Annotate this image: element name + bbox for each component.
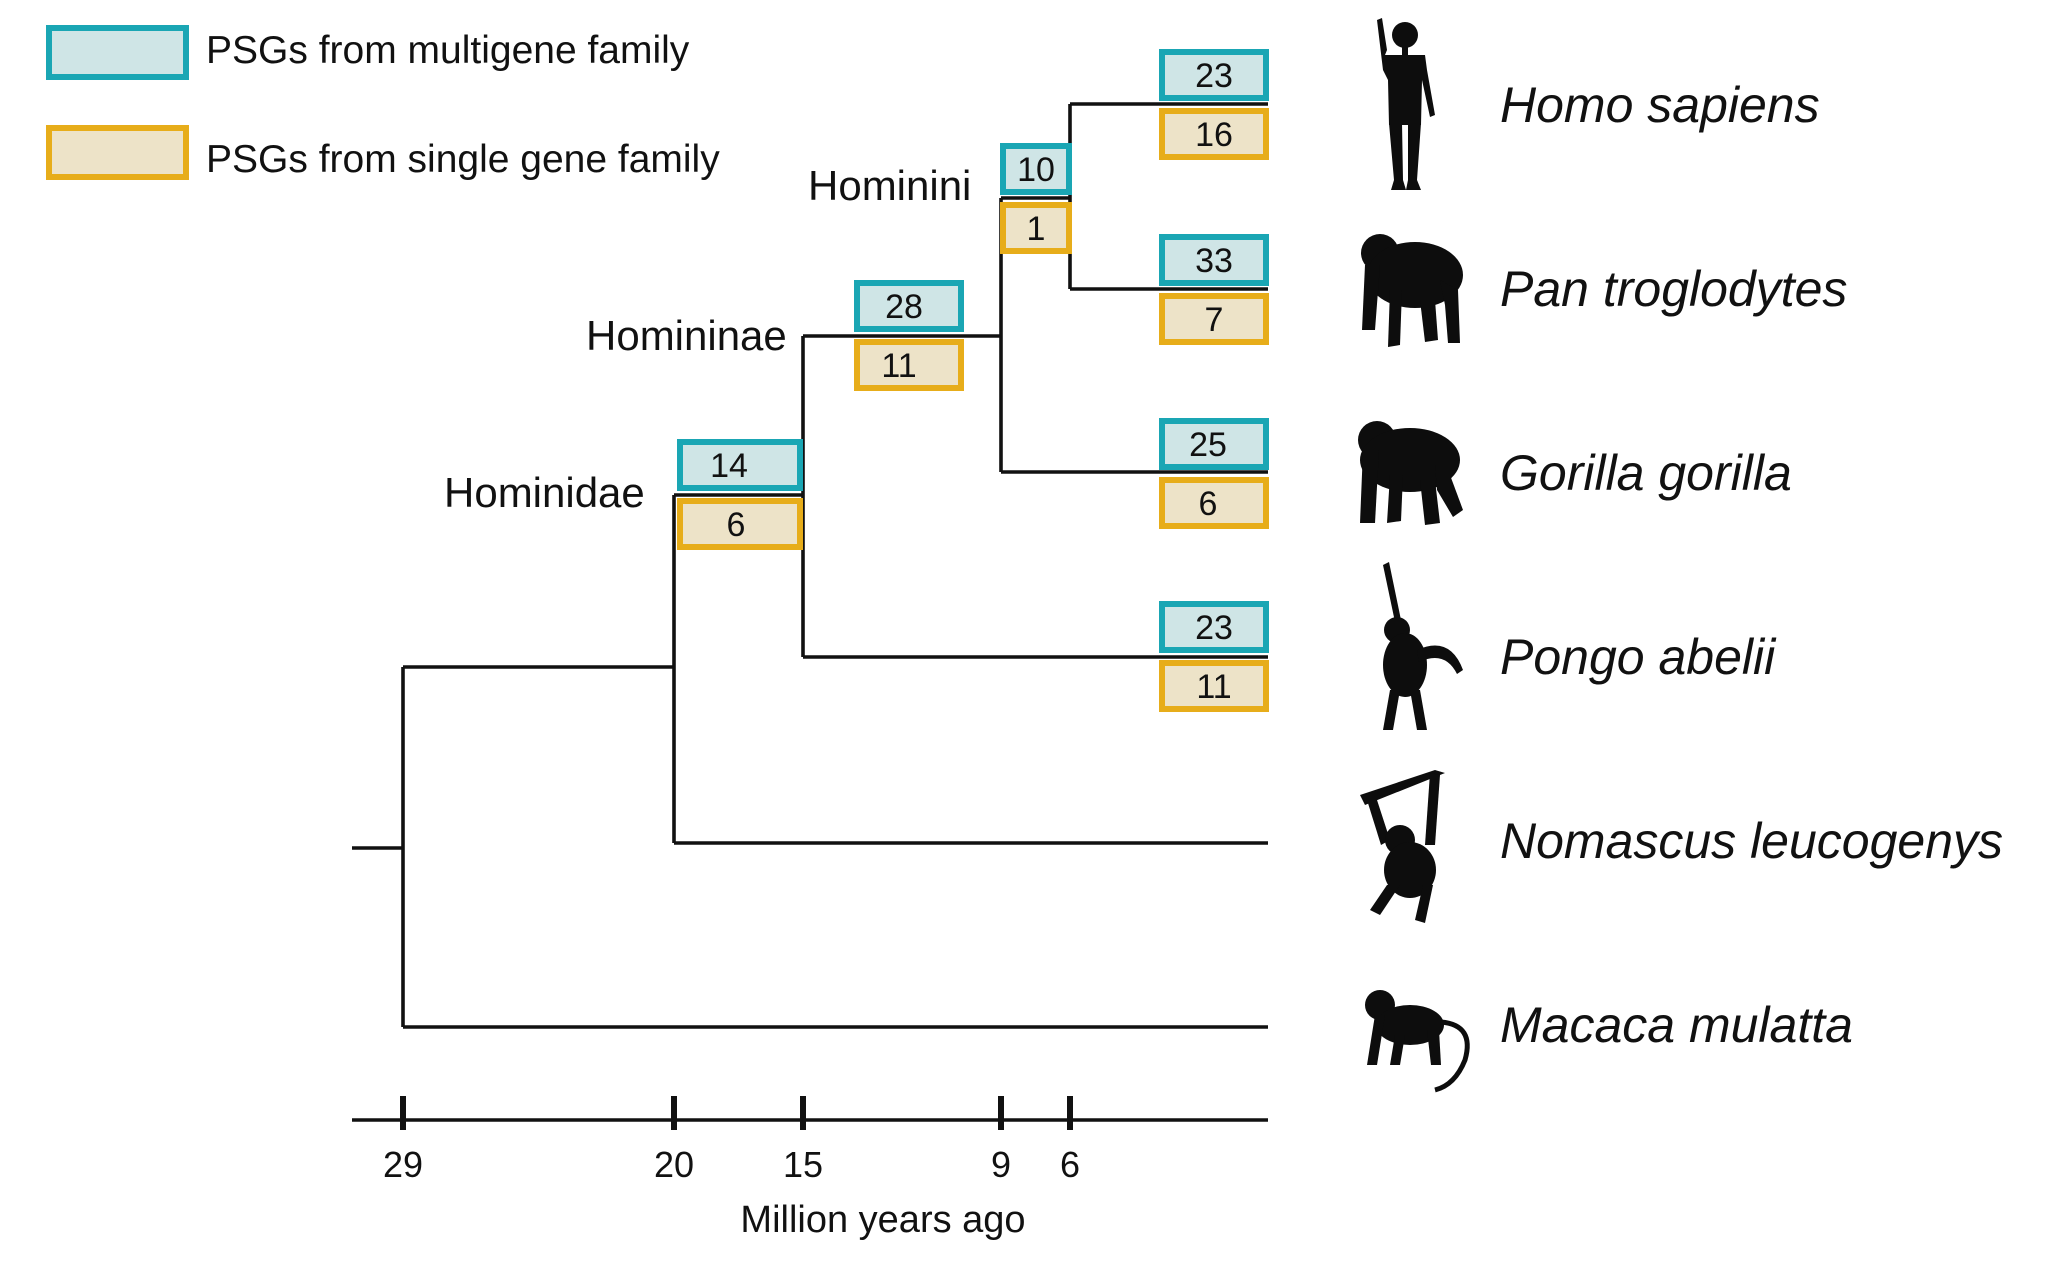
species-label-homo: Homo sapiens bbox=[1500, 77, 1820, 133]
count-box-gorilla-single bbox=[1159, 477, 1269, 529]
species-label-pan: Pan troglodytes bbox=[1500, 261, 1847, 317]
time-axis: 29 20 15 9 6 Million years ago bbox=[352, 1096, 1268, 1241]
axis-title: Million years ago bbox=[740, 1199, 1025, 1241]
count-pan-single: 7 bbox=[1205, 301, 1224, 339]
macaque-icon bbox=[1365, 990, 1470, 1093]
count-hominini-multigene: 10 bbox=[1017, 151, 1055, 189]
orangutan-icon bbox=[1383, 562, 1463, 730]
count-box-homo-multigene bbox=[1159, 49, 1269, 101]
species-label-gorilla: Gorilla gorilla bbox=[1500, 445, 1792, 501]
species-label-macaca: Macaca mulatta bbox=[1500, 997, 1853, 1053]
count-box-pongo-multigene bbox=[1159, 601, 1269, 653]
axis-tick-label: 29 bbox=[383, 1144, 423, 1185]
axis-tick-label: 6 bbox=[1060, 1144, 1080, 1185]
count-homininae-single: 11 bbox=[881, 347, 916, 385]
count-box-hominini-multigene bbox=[1000, 143, 1072, 195]
count-box-hominidae-multigene bbox=[677, 439, 803, 491]
legend-single-label: PSGs from single gene family bbox=[206, 138, 720, 181]
count-homo-single: 16 bbox=[1195, 116, 1233, 154]
count-box-hominini-single bbox=[1000, 202, 1072, 254]
legend-single-swatch bbox=[46, 125, 189, 180]
count-pongo-single: 11 bbox=[1196, 668, 1231, 706]
count-box-pan-multigene bbox=[1159, 234, 1269, 286]
chimpanzee-icon bbox=[1361, 234, 1463, 347]
count-box-gorilla-multigene bbox=[1159, 418, 1269, 470]
species-label-pongo: Pongo abelii bbox=[1500, 629, 1777, 685]
count-hominidae-single: 6 bbox=[727, 506, 746, 544]
count-homininae-multigene: 28 bbox=[885, 288, 923, 326]
axis-tick-label: 20 bbox=[654, 1144, 694, 1185]
count-homo-multigene: 23 bbox=[1195, 57, 1233, 95]
clade-label-homininae: Homininae bbox=[586, 312, 787, 359]
species-label-nomascus: Nomascus leucogenys bbox=[1500, 813, 2003, 869]
legend-multigene-label: PSGs from multigene family bbox=[206, 29, 690, 72]
count-box-homininae-multigene bbox=[854, 280, 964, 332]
axis-tick-label: 9 bbox=[991, 1144, 1011, 1185]
count-box-hominidae-single bbox=[677, 498, 803, 550]
count-gorilla-multigene: 25 bbox=[1189, 426, 1227, 464]
count-boxes: 23 16 33 7 25 6 23 11 10 1 28 11 14 6 bbox=[677, 49, 1269, 712]
count-hominini-single: 1 bbox=[1027, 210, 1046, 248]
count-pongo-multigene: 23 bbox=[1195, 609, 1233, 647]
count-gorilla-single: 6 bbox=[1199, 485, 1218, 523]
count-box-pongo-single bbox=[1159, 660, 1269, 712]
count-box-pan-single bbox=[1159, 293, 1269, 345]
count-box-homo-single bbox=[1159, 108, 1269, 160]
gorilla-icon bbox=[1358, 421, 1463, 525]
axis-tick-label: 15 bbox=[783, 1144, 823, 1185]
count-hominidae-multigene: 14 bbox=[710, 447, 748, 485]
count-pan-multigene: 33 bbox=[1195, 242, 1233, 280]
human-icon bbox=[1377, 18, 1435, 190]
species-labels: Homo sapiens Pan troglodytes Gorilla gor… bbox=[1500, 77, 2003, 1053]
legend: PSGs from multigene family PSGs from sin… bbox=[46, 25, 720, 181]
gibbon-icon bbox=[1360, 770, 1445, 923]
tree-branches bbox=[352, 102, 1268, 1029]
legend-multigene-swatch bbox=[46, 25, 189, 80]
count-box-homininae-single bbox=[854, 339, 964, 391]
clade-label-hominidae: Hominidae bbox=[444, 469, 645, 516]
clade-label-hominini: Hominini bbox=[808, 162, 971, 209]
